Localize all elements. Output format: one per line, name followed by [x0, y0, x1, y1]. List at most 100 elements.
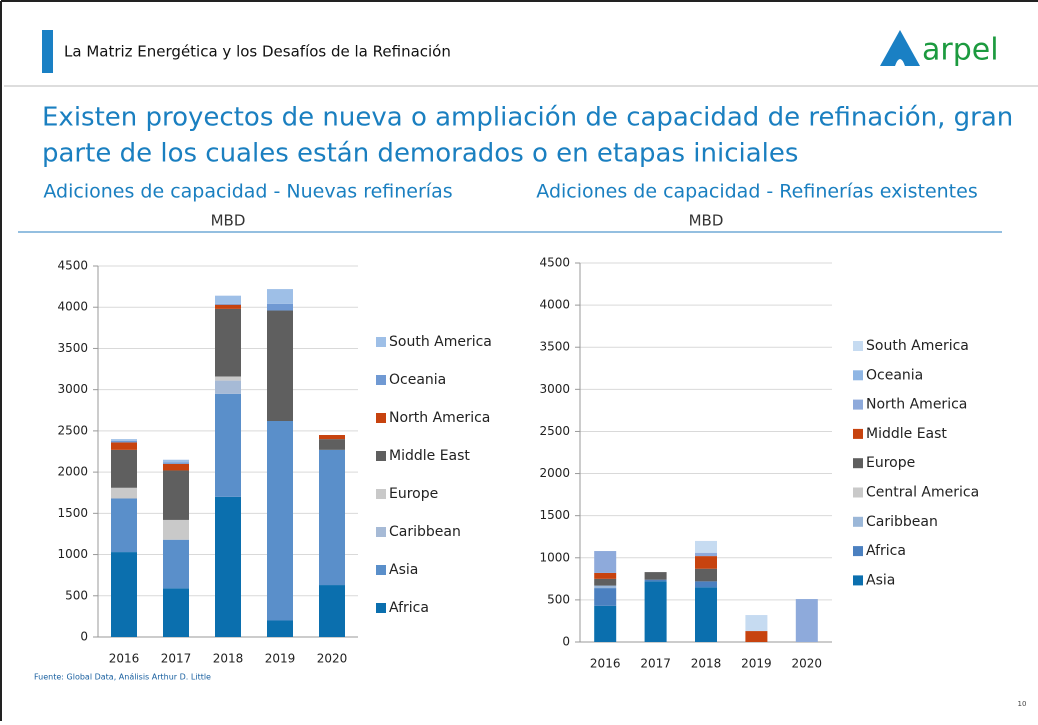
- bar-segment: [319, 435, 345, 440]
- legend-label: North America: [866, 397, 967, 413]
- legend-label: South America: [389, 334, 492, 350]
- bar-segment: [319, 449, 345, 586]
- legend-label: South America: [866, 338, 969, 354]
- chart-subtitle: MBD: [689, 212, 724, 230]
- bar-segment: [215, 496, 241, 637]
- bar-segment: [745, 631, 768, 642]
- x-tick-label: 2017: [640, 657, 671, 671]
- bar-segment: [644, 572, 667, 580]
- x-tick-label: 2019: [265, 652, 296, 666]
- legend-swatch: [376, 413, 386, 423]
- x-tick-label: 2016: [109, 652, 140, 666]
- y-tick-label: 4000: [57, 300, 88, 314]
- y-tick-label: 2000: [539, 466, 570, 480]
- legend-swatch: [853, 370, 863, 381]
- bar-segment: [163, 588, 189, 637]
- headline: parte de los cuales están demorados o en…: [42, 139, 798, 169]
- page-number: 10: [1018, 700, 1027, 708]
- bar-segment: [594, 585, 617, 589]
- chart-title: Adiciones de capacidad - Nuevas refinerí…: [43, 181, 452, 203]
- legend-swatch: [853, 428, 863, 439]
- logo-text: arpel: [922, 33, 999, 68]
- legend-label: Middle East: [389, 448, 470, 464]
- bar-segment: [163, 470, 189, 520]
- legend-label: Caribbean: [389, 524, 461, 540]
- logo-mark-inner: [895, 59, 905, 66]
- bar-segment: [215, 295, 241, 304]
- legend-label: Europe: [389, 486, 438, 502]
- legend-swatch: [853, 399, 863, 410]
- x-tick-label: 2016: [590, 657, 621, 671]
- x-tick-label: 2019: [741, 657, 772, 671]
- y-tick-label: 0: [80, 630, 88, 644]
- legend-swatch: [853, 341, 863, 351]
- y-tick-label: 1000: [57, 547, 88, 561]
- bar-segment: [594, 572, 617, 579]
- x-tick-label: 2020: [317, 652, 348, 666]
- bar-segment: [267, 289, 293, 304]
- bar-segment: [695, 581, 717, 588]
- bar-segment: [215, 376, 241, 381]
- source: Fuente: Global Data, Análisis Arthur D. …: [34, 673, 211, 682]
- y-tick-label: 2000: [57, 465, 88, 479]
- y-tick-label: 500: [65, 588, 88, 602]
- bar-segment: [215, 380, 241, 394]
- y-tick-label: 3500: [57, 341, 88, 355]
- legend-swatch: [853, 575, 863, 586]
- bar-segment: [695, 552, 717, 557]
- chart-subtitle: MBD: [211, 212, 246, 230]
- legend-label: North America: [389, 410, 490, 426]
- legend-label: Africa: [866, 543, 906, 559]
- bar-segment: [644, 581, 667, 642]
- bar-segment: [695, 568, 717, 582]
- y-tick-label: 4500: [57, 259, 88, 273]
- bar-segment: [215, 308, 241, 377]
- bar-segment: [163, 459, 189, 463]
- legend-swatch: [853, 458, 863, 469]
- bar-segment: [319, 585, 345, 637]
- bar-segment: [215, 393, 241, 497]
- x-tick-label: 2020: [792, 657, 823, 671]
- legend-label: Asia: [866, 572, 895, 588]
- bar-segment: [644, 579, 667, 582]
- bar-segment: [111, 487, 137, 499]
- bar-segment: [695, 540, 717, 553]
- legend-swatch: [376, 603, 386, 613]
- bar-segment: [111, 449, 137, 488]
- bar-segment: [319, 439, 345, 450]
- y-tick-label: 2500: [539, 424, 570, 438]
- legend-label: Africa: [389, 600, 429, 616]
- y-tick-label: 500: [547, 592, 570, 606]
- bar-segment: [267, 310, 293, 421]
- legend-swatch: [853, 546, 863, 557]
- legend-swatch: [376, 451, 386, 461]
- bar-segment: [267, 303, 293, 311]
- legend-label: Asia: [389, 562, 418, 578]
- bar-segment: [111, 439, 137, 441]
- bar-segment: [745, 615, 768, 632]
- bar-segment: [111, 442, 137, 450]
- headline: Existen proyectos de nueva o ampliación …: [42, 103, 1013, 133]
- y-tick-label: 0: [562, 635, 570, 649]
- bar-segment: [695, 556, 717, 569]
- bar-segment: [267, 420, 293, 621]
- bar-segment: [111, 552, 137, 637]
- bar-segment: [594, 605, 617, 642]
- y-tick-label: 4000: [539, 298, 570, 312]
- legend-swatch: [853, 516, 863, 527]
- legend-label: Europe: [866, 455, 915, 471]
- legend-swatch: [853, 487, 863, 498]
- y-tick-label: 2500: [57, 423, 88, 437]
- y-tick-label: 3500: [539, 340, 570, 354]
- bar-segment: [594, 551, 617, 573]
- legend-label: Oceania: [389, 372, 446, 388]
- bar-segment: [215, 303, 241, 305]
- legend-swatch: [376, 489, 386, 499]
- legend-label: Central America: [866, 485, 979, 501]
- y-tick-label: 3000: [539, 382, 570, 396]
- legend-swatch: [376, 527, 386, 537]
- bar-segment: [215, 304, 241, 309]
- y-tick-label: 1500: [57, 506, 88, 520]
- bar-segment: [695, 587, 717, 642]
